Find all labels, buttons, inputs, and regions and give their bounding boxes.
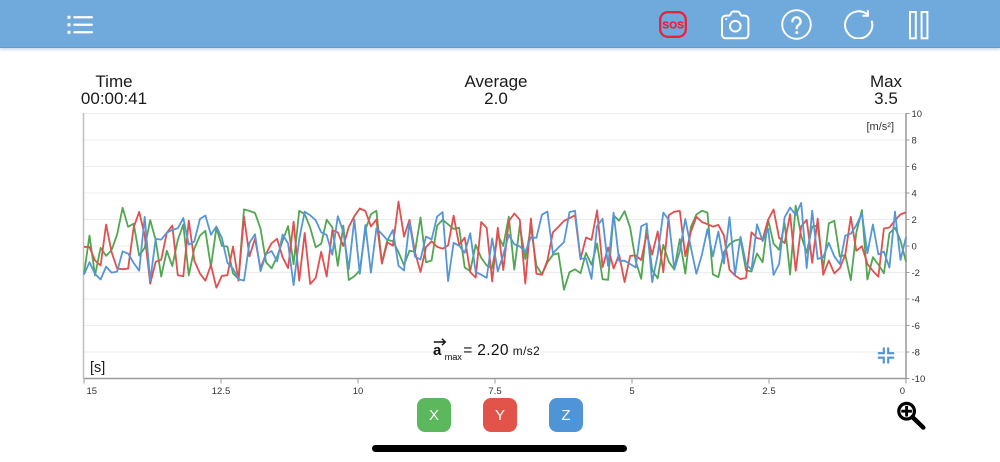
svg-text:10: 10: [912, 109, 923, 120]
svg-text:-4: -4: [912, 294, 920, 305]
svg-text:6: 6: [912, 162, 917, 173]
svg-text:SOS: SOS: [662, 21, 684, 32]
svg-text:10: 10: [353, 386, 364, 397]
svg-text:-8: -8: [912, 347, 920, 358]
svg-text:[s]: [s]: [90, 360, 105, 376]
svg-text:8: 8: [912, 135, 917, 146]
svg-text:-6: -6: [912, 321, 920, 332]
svg-text:-2: -2: [912, 268, 920, 279]
svg-text:7.5: 7.5: [488, 386, 501, 397]
svg-text:12.5: 12.5: [212, 386, 231, 397]
svg-text:0: 0: [900, 386, 905, 397]
svg-text:2: 2: [912, 215, 917, 226]
svg-text:[m/s²]: [m/s²]: [867, 121, 895, 133]
svg-text:5: 5: [629, 386, 634, 397]
svg-text:-10: -10: [912, 374, 926, 385]
svg-text:15: 15: [87, 386, 98, 397]
svg-text:2.5: 2.5: [762, 386, 775, 397]
svg-text:4: 4: [912, 188, 917, 199]
svg-text:0: 0: [912, 241, 917, 252]
